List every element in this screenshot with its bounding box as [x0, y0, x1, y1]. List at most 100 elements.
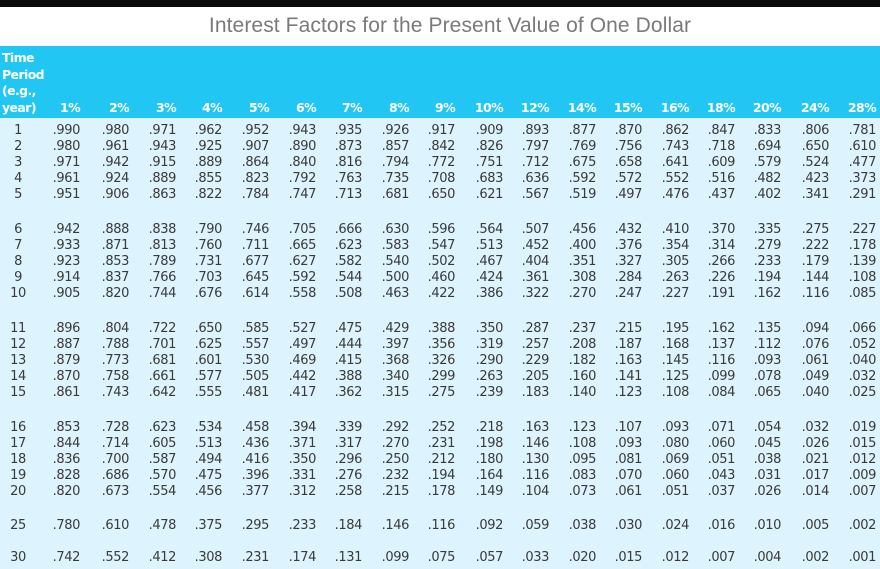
- factor-cell: .021: [801, 452, 830, 467]
- factor-cell: .444: [334, 337, 363, 352]
- factor-cell: .012: [848, 452, 877, 467]
- factor-cell: .144: [801, 270, 830, 285]
- factor-cell: .123: [568, 420, 597, 435]
- factor-cell: .085: [848, 286, 877, 301]
- period-cell: 25: [10, 518, 26, 533]
- factor-cell: .552: [101, 550, 130, 565]
- factor-cell: .350: [475, 321, 504, 336]
- factor-cell: .252: [427, 420, 456, 435]
- factor-cell: .108: [848, 270, 877, 285]
- factor-cell: .326: [427, 353, 456, 368]
- factor-cell: .513: [475, 238, 504, 253]
- period-header-line: Period: [2, 66, 45, 82]
- factor-cell: .906: [101, 187, 130, 202]
- factor-cell: .467: [475, 254, 504, 269]
- period-cell: 9: [14, 270, 22, 285]
- rate-column-header: 1%: [59, 100, 81, 115]
- factor-cell: .257: [521, 337, 550, 352]
- factor-cell: .683: [475, 171, 504, 186]
- factor-cell: .400: [568, 238, 597, 253]
- factor-cell: .060: [707, 436, 736, 451]
- period-cell: 16: [10, 420, 26, 435]
- factor-cell: .070: [614, 468, 643, 483]
- factor-cell: .071: [707, 420, 736, 435]
- factor-cell: .263: [475, 369, 504, 384]
- factor-cell: .164: [475, 468, 504, 483]
- table-row: 5 .951 .906 .863 .822 .784 .747 .713 .681 .650 .62…: [0, 187, 880, 203]
- factor-cell: .258: [334, 484, 363, 499]
- period-cell: 4: [14, 171, 22, 186]
- factor-cell: .478: [148, 518, 177, 533]
- factor-cell: .354: [661, 238, 690, 253]
- factor-cell: .195: [661, 321, 690, 336]
- rate-column-header: 8%: [388, 100, 410, 115]
- factor-cell: .317: [334, 436, 363, 451]
- factor-cell: .630: [381, 222, 410, 237]
- factor-cell: .093: [753, 353, 782, 368]
- factor-cell: .469: [288, 353, 317, 368]
- factor-cell: .508: [334, 286, 363, 301]
- factor-cell: .060: [661, 468, 690, 483]
- factor-cell: .135: [753, 321, 782, 336]
- period-cell: 30: [10, 550, 26, 565]
- factor-cell: .184: [334, 518, 363, 533]
- factor-cell: .497: [614, 187, 643, 202]
- factor-cell: .350: [288, 452, 317, 467]
- factor-cell: .123: [614, 385, 643, 400]
- table-row: 17 .844 .714 .605 .513 .436 .371 .317 .270 .231 .1…: [0, 436, 880, 452]
- table-row: 13 .879 .773 .681 .601 .530 .469 .415 .368 .326 .2…: [0, 353, 880, 369]
- factor-cell: .836: [52, 452, 81, 467]
- factor-cell: .422: [427, 286, 456, 301]
- factor-cell: .051: [707, 452, 736, 467]
- table-row: 2 .980 .961 .943 .925 .907 .890 .873 .857 .842 .82…: [0, 139, 880, 155]
- factor-cell: .014: [801, 484, 830, 499]
- factor-cell: .229: [521, 353, 550, 368]
- factor-cell: .163: [521, 420, 550, 435]
- factor-cell: .436: [241, 436, 270, 451]
- factor-cell: .116: [521, 468, 550, 483]
- rate-column-header: 7%: [341, 100, 363, 115]
- factor-cell: .742: [52, 550, 81, 565]
- factor-cell: .711: [241, 238, 270, 253]
- factor-cell: .396: [241, 468, 270, 483]
- factor-cell: .500: [381, 270, 410, 285]
- factor-cell: .076: [801, 337, 830, 352]
- page-title: Interest Factors for the Present Value o…: [208, 13, 692, 37]
- factor-cell: .914: [52, 270, 81, 285]
- factor-cell: .577: [194, 369, 223, 384]
- rate-column-header: 4%: [201, 100, 223, 115]
- period-cell: 2: [14, 139, 22, 154]
- table-row: 15 .861 .743 .642 .555 .481 .417 .362 .315 .275 .2…: [0, 385, 880, 401]
- factor-cell: .078: [753, 369, 782, 384]
- factor-cell: .933: [52, 238, 81, 253]
- factor-cell: .833: [753, 123, 782, 138]
- factor-cell: .093: [661, 420, 690, 435]
- period-cell: 15: [10, 385, 26, 400]
- rate-column-header: 9%: [434, 100, 456, 115]
- factor-cell: .534: [194, 420, 223, 435]
- factor-cell: .838: [148, 222, 177, 237]
- rate-column-header: 24%: [800, 100, 830, 115]
- table-body: 1.990.980.971.962.952.943.935.926.917.90…: [0, 118, 880, 569]
- factor-cell: .178: [848, 238, 877, 253]
- factor-cell: .494: [194, 452, 223, 467]
- factor-cell: .751: [475, 155, 504, 170]
- factor-cell: .295: [241, 518, 270, 533]
- factor-cell: .773: [101, 353, 130, 368]
- factor-cell: .182: [568, 353, 597, 368]
- factor-cell: .610: [101, 518, 130, 533]
- factor-cell: .686: [101, 468, 130, 483]
- factor-cell: .351: [568, 254, 597, 269]
- rate-column-header: 28%: [847, 100, 877, 115]
- factor-cell: .816: [334, 155, 363, 170]
- factor-cell: .108: [568, 436, 597, 451]
- factor-cell: .212: [427, 452, 456, 467]
- factor-cell: .059: [521, 518, 550, 533]
- rate-column-header: 3%: [155, 100, 177, 115]
- factor-cell: .909: [475, 123, 504, 138]
- factor-cell: .247: [614, 286, 643, 301]
- factor-cell: .870: [614, 123, 643, 138]
- factor-cell: .592: [568, 171, 597, 186]
- factor-cell: .681: [381, 187, 410, 202]
- factor-cell: .019: [848, 420, 877, 435]
